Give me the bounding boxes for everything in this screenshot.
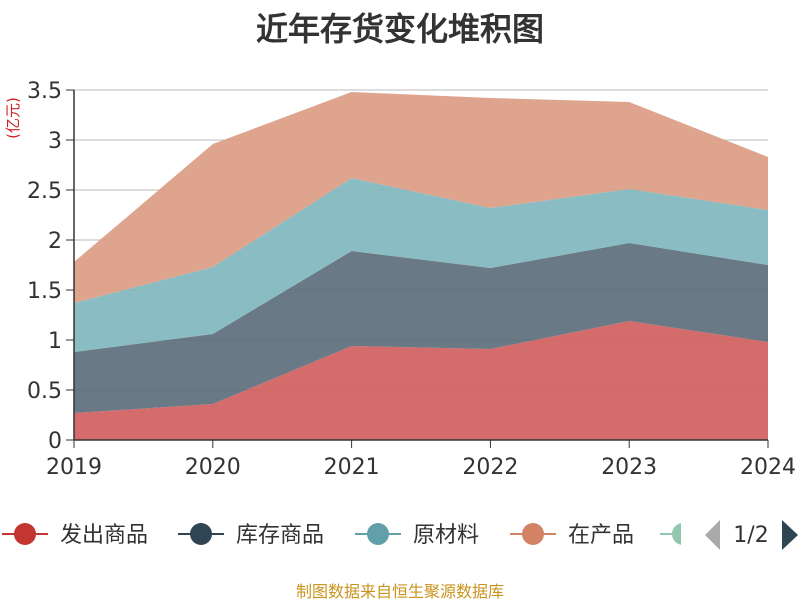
x-tick-label: 2021 — [324, 455, 380, 480]
x-tick-labels: 2019 2020 2021 2022 2023 2024 — [46, 440, 796, 480]
legend-marker-icon — [672, 523, 681, 545]
legend-marker-icon — [14, 523, 36, 545]
axes — [73, 90, 768, 441]
area-series-4 — [74, 92, 768, 303]
y-tick-label: 2.5 — [27, 179, 62, 204]
legend-prev-page-icon[interactable] — [705, 520, 720, 550]
legend-label: 发出商品 — [60, 523, 148, 548]
area-series-group — [74, 92, 768, 440]
x-tick-label: 2022 — [462, 455, 518, 480]
legend-item-2[interactable]: 库存商品 — [178, 523, 324, 548]
y-axis-label: (亿元) — [4, 97, 22, 139]
data-source-note: 制图数据来自恒生聚源数据库 — [295, 582, 504, 601]
legend-item-4[interactable]: 在产品 — [510, 523, 634, 548]
x-tick-label: 2023 — [601, 455, 657, 480]
legend: 发出商品 库存商品 原材料 在产品 1/2 — [2, 520, 798, 550]
legend-item-1[interactable]: 发出商品 — [2, 523, 148, 548]
y-tick-label: 2 — [48, 229, 62, 254]
legend-label: 库存商品 — [236, 523, 324, 548]
legend-marker-icon — [522, 523, 544, 545]
y-tick-label: 0 — [48, 429, 62, 454]
chart-title: 近年存货变化堆积图 — [255, 10, 544, 48]
legend-marker-icon — [190, 523, 212, 545]
legend-label: 在产品 — [568, 523, 634, 548]
y-tick-label: 3 — [48, 129, 62, 154]
legend-marker-icon — [367, 523, 389, 545]
y-tick-label: 1.5 — [27, 279, 62, 304]
area-series-2 — [74, 243, 768, 413]
y-tick-label: 0.5 — [27, 379, 62, 404]
area-series-3 — [74, 178, 768, 352]
area-series-1 — [74, 321, 768, 440]
legend-item-partial[interactable] — [660, 523, 706, 545]
legend-next-page-icon[interactable] — [782, 520, 798, 550]
y-tick-label: 1 — [48, 329, 62, 354]
x-tick-label: 2024 — [740, 455, 796, 480]
legend-label: 原材料 — [413, 523, 479, 548]
y-tick-labels: 0 0.5 1 1.5 2 2.5 3 3.5 — [27, 79, 62, 454]
x-tick-label: 2020 — [185, 455, 241, 480]
y-tick-label: 3.5 — [27, 79, 62, 104]
legend-page-indicator: 1/2 — [733, 523, 768, 548]
legend-item-3[interactable]: 原材料 — [355, 523, 479, 548]
x-tick-label: 2019 — [46, 455, 102, 480]
